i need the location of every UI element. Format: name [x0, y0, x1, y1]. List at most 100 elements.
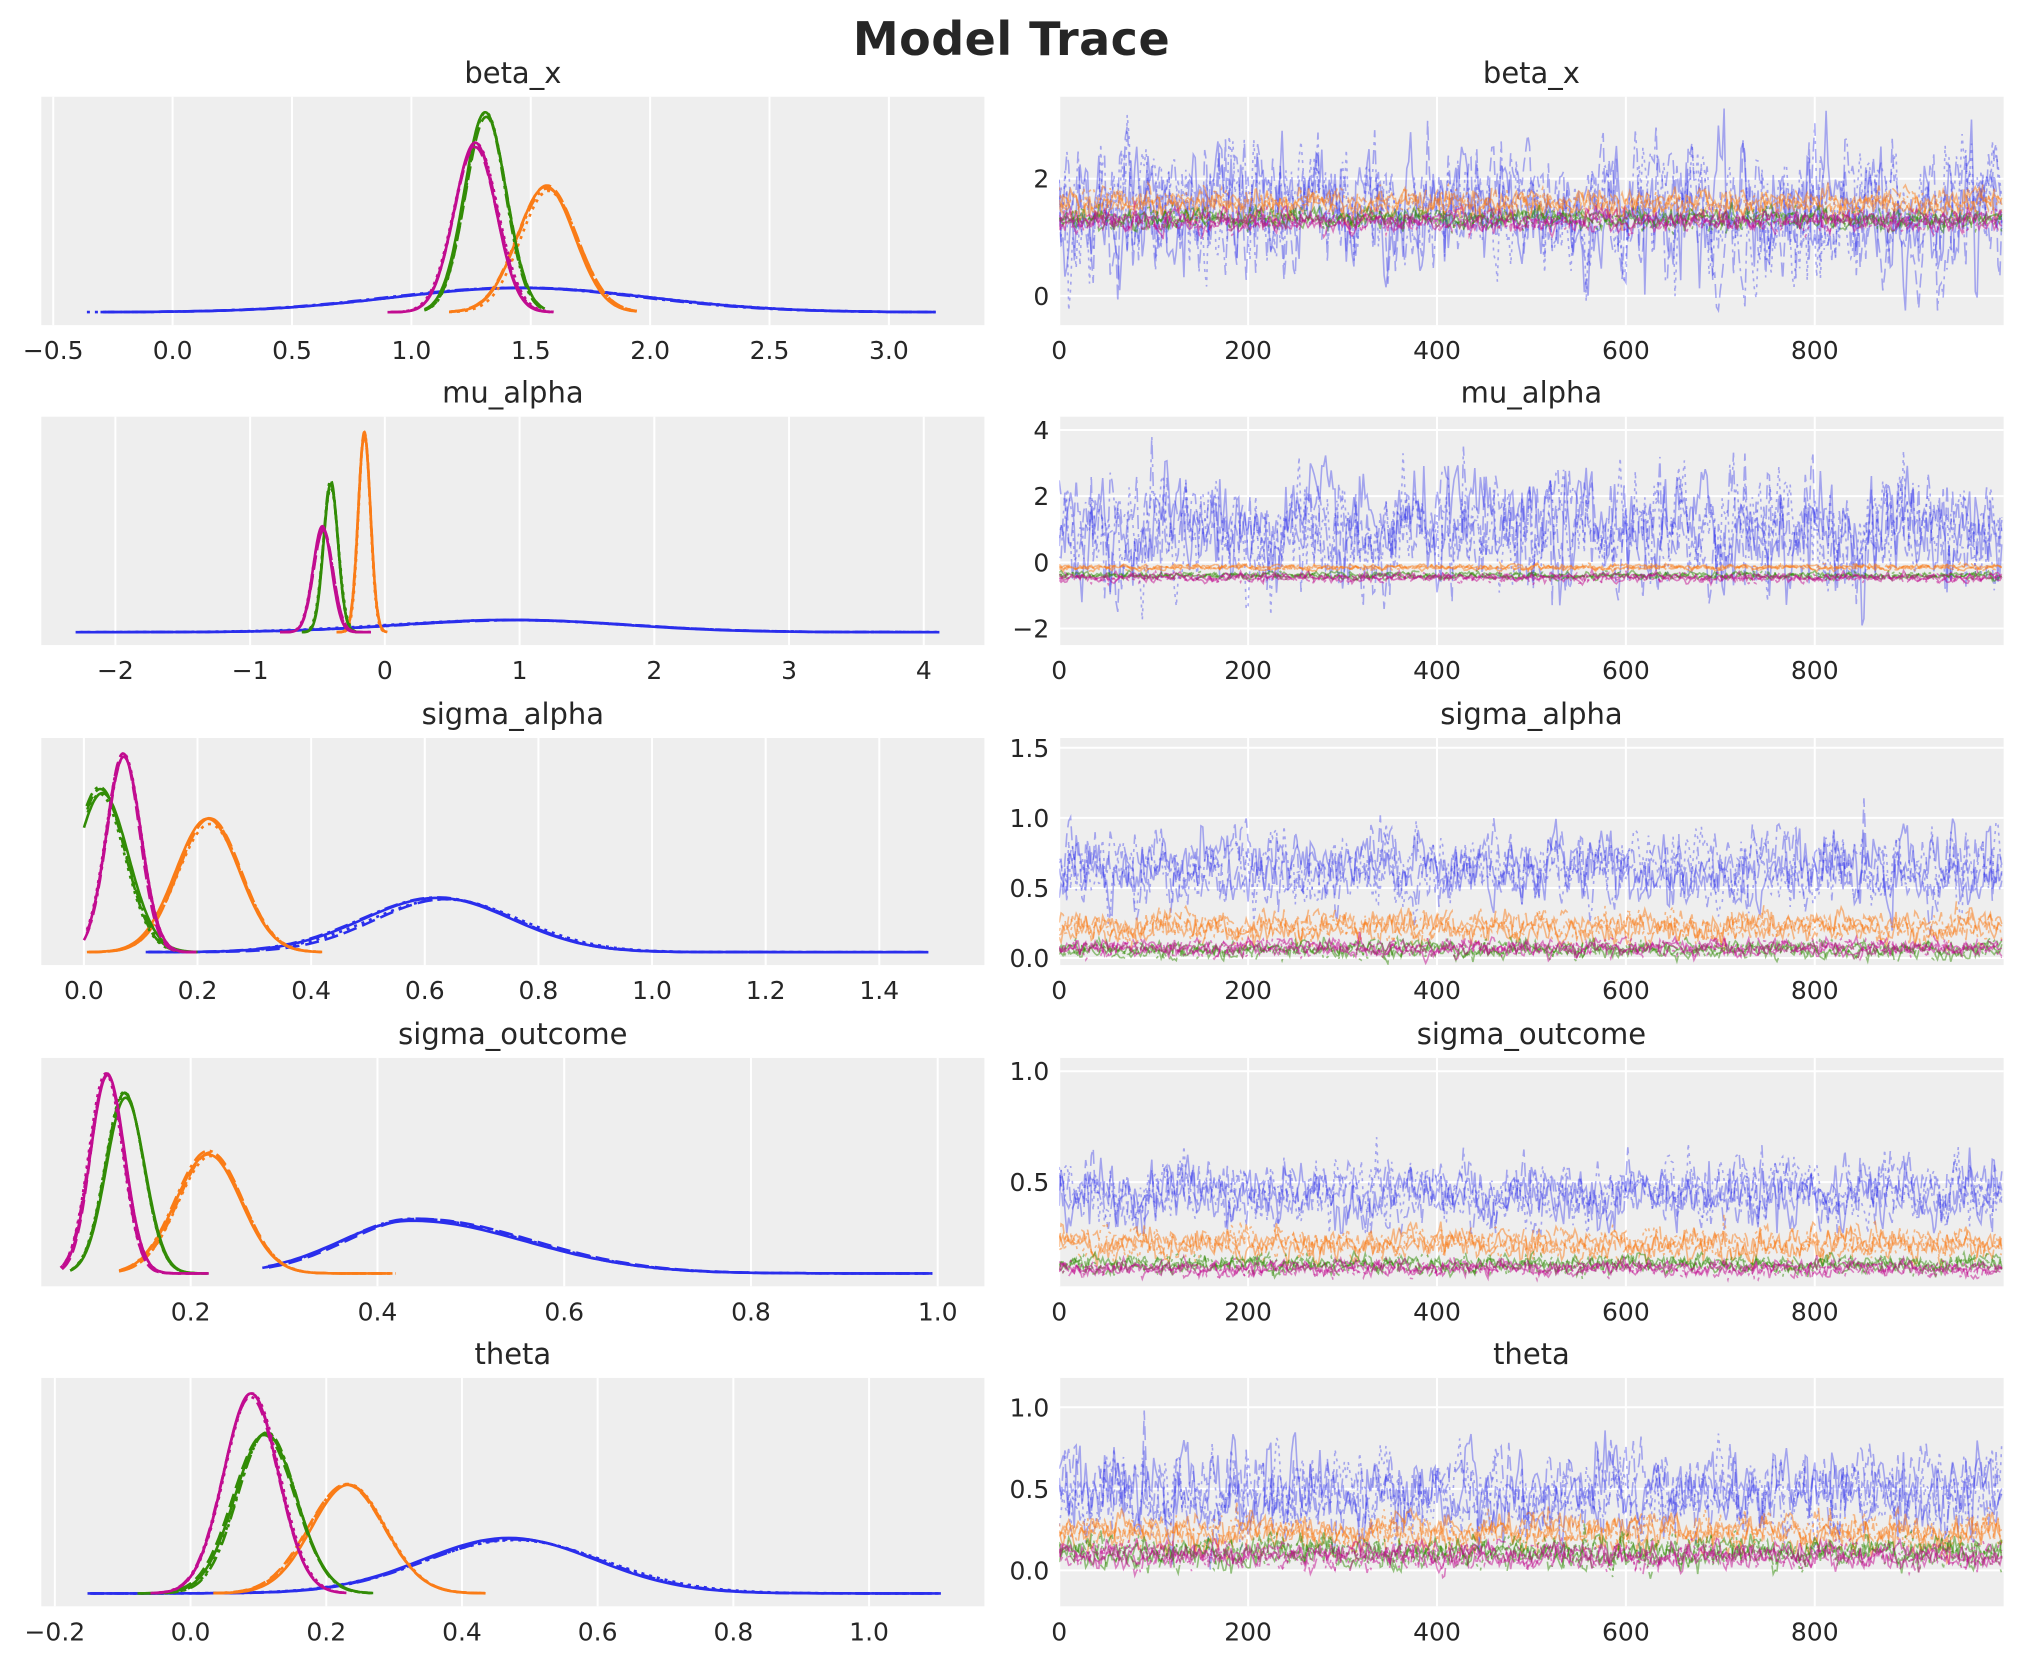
x-tick-label: 800: [1791, 1297, 1839, 1326]
trace-line-group0-chain1: [1059, 453, 2003, 612]
x-tick-label: 200: [1224, 976, 1272, 1005]
plot-area: [75, 430, 940, 634]
x-tick-label: 600: [1602, 976, 1650, 1005]
kde-line-group2-chain3: [69, 1092, 207, 1275]
x-tick-label: 1: [512, 656, 528, 685]
x-tick-label: 0.2: [306, 1617, 346, 1646]
kde-panel-sigma_outcome: 0.2 0.4 0.6 0.8 1.0 sigma_outcome: [41, 1017, 985, 1326]
x-tick-label: 1.2: [746, 976, 786, 1005]
x-tick-label: 200: [1224, 1297, 1272, 1326]
x-tick-label: 0: [1051, 976, 1067, 1005]
panel-background: [41, 96, 985, 326]
trace-line-group1-chain1: [1059, 1220, 2003, 1271]
kde-line-group3-chain3: [82, 755, 197, 954]
panel-title: sigma_alpha: [1440, 697, 1622, 731]
kde-line-group3-chain3: [390, 142, 554, 314]
kde-panel-beta_x: −0.5 0.0 0.5 1.0 1.5 2.0 2.5 3.0 beta_x: [23, 56, 985, 365]
trace-panel-theta: 0 200 400 600 800 0.0 0.5 1.0 theta: [1009, 1337, 2004, 1646]
plot-area: [59, 1072, 933, 1275]
x-tick-label: 0.4: [291, 976, 331, 1005]
trace-line-group0-chain1: [1059, 1410, 2002, 1570]
kde-line-group2-chain1: [139, 1433, 373, 1595]
panel-background: [41, 416, 985, 646]
kde-line-group1-chain3: [451, 187, 638, 313]
kde-line-group3-chain3: [61, 1073, 207, 1275]
trace-line-group0-chain2: [1059, 450, 2003, 620]
panel-title: sigma_outcome: [398, 1017, 627, 1051]
trace-line-group3-chain0: [1059, 1537, 2003, 1576]
trace-line-group3-chain1: [1059, 1253, 2003, 1281]
x-tick-label: 400: [1413, 336, 1461, 365]
panel-title: beta_x: [464, 56, 561, 90]
x-tick-label: 0: [1051, 336, 1067, 365]
y-tick-label: −2: [1012, 615, 1049, 644]
trace-line-group3-chain2: [1059, 569, 2003, 587]
trace-line-group0-chain3: [1059, 1145, 2003, 1237]
x-tick-label: 0.4: [358, 1297, 398, 1326]
kde-line-group1-chain3: [337, 435, 388, 634]
kde-panel-sigma_alpha: 0.0 0.2 0.4 0.6 0.8 1.0 1.2 1.4 sigma_alpha: [41, 697, 985, 1005]
x-tick-label: 600: [1602, 656, 1650, 685]
panel-title: beta_x: [1483, 56, 1580, 90]
panel-background: [41, 1377, 985, 1607]
trace-line-group3-chain0: [1059, 204, 2003, 240]
kde-line-group0-chain3: [97, 618, 938, 634]
kde-line-group2-chain3: [424, 110, 546, 312]
x-tick-label: 200: [1224, 1617, 1272, 1646]
x-tick-label: 400: [1413, 1617, 1461, 1646]
trace-line-group1-chain3: [1059, 559, 2003, 574]
trace-line-group1-chain2: [1059, 903, 2003, 952]
x-tick-label: 800: [1791, 656, 1839, 685]
plot-area: [1059, 108, 2003, 314]
kde-line-group1-chain2: [86, 822, 320, 954]
plot-area: [86, 110, 939, 314]
y-tick-label: 4: [1033, 416, 1049, 445]
trace-line-group3-chain3: [1059, 205, 2003, 237]
trace-line-group0-chain0: [1059, 1147, 2003, 1234]
x-tick-label: 0: [1051, 1297, 1067, 1326]
kde-line-group2-chain2: [140, 1431, 370, 1595]
kde-line-group1-chain2: [449, 189, 637, 314]
trace-line-group0-chain3: [1059, 123, 2003, 311]
x-tick-label: 0.8: [519, 976, 559, 1005]
x-tick-label: 400: [1413, 656, 1461, 685]
y-tick-label: 1.0: [1009, 1057, 1049, 1086]
x-tick-label: 0.0: [64, 976, 104, 1005]
x-tick-label: 1.0: [849, 1617, 889, 1646]
y-tick-label: 1.0: [1009, 1393, 1049, 1422]
x-tick-label: 0.8: [731, 1297, 771, 1326]
x-tick-label: 600: [1602, 1617, 1650, 1646]
trace-line-group1-chain3: [1059, 1502, 2003, 1557]
trace-line-group0-chain0: [1059, 818, 2003, 931]
trace-line-group3-chain3: [1059, 1537, 2002, 1580]
x-tick-label: 3: [781, 656, 797, 685]
plot-area: [1059, 1137, 2003, 1283]
x-tick-label: 1.5: [511, 336, 551, 365]
kde-line-group2-chain3: [137, 1430, 371, 1595]
x-tick-label: 0.8: [713, 1617, 753, 1646]
x-tick-label: −2: [97, 656, 134, 685]
kde-panel-theta: −0.2 0.0 0.2 0.4 0.6 0.8 1.0 theta: [24, 1337, 985, 1646]
x-tick-label: 0: [377, 656, 393, 685]
x-tick-label: 200: [1224, 336, 1272, 365]
kde-line-group2-chain3: [302, 478, 360, 634]
plot-area: [87, 1392, 941, 1595]
x-tick-label: 600: [1602, 336, 1650, 365]
x-tick-label: 0.2: [171, 1297, 211, 1326]
panel-title: sigma_alpha: [422, 697, 604, 731]
x-tick-label: 0.6: [544, 1297, 584, 1326]
x-tick-label: 0.0: [171, 1617, 211, 1646]
trace-line-group3-chain3: [1059, 935, 2003, 962]
trace-line-group0-chain0: [1059, 455, 2003, 626]
kde-line-group0-chain3: [148, 896, 925, 954]
y-tick-label: 1.5: [1009, 734, 1049, 763]
kde-line-group1-chain3: [88, 816, 322, 954]
kde-line-group1-chain3: [214, 1482, 487, 1595]
x-tick-label: 0.5: [272, 336, 312, 365]
trace-line-group2-chain2: [1059, 569, 2003, 582]
figure-title: Model Trace: [852, 12, 1171, 66]
trace-line-group2-chain3: [1059, 202, 2003, 234]
trace-line-group1-chain3: [1059, 182, 2003, 227]
